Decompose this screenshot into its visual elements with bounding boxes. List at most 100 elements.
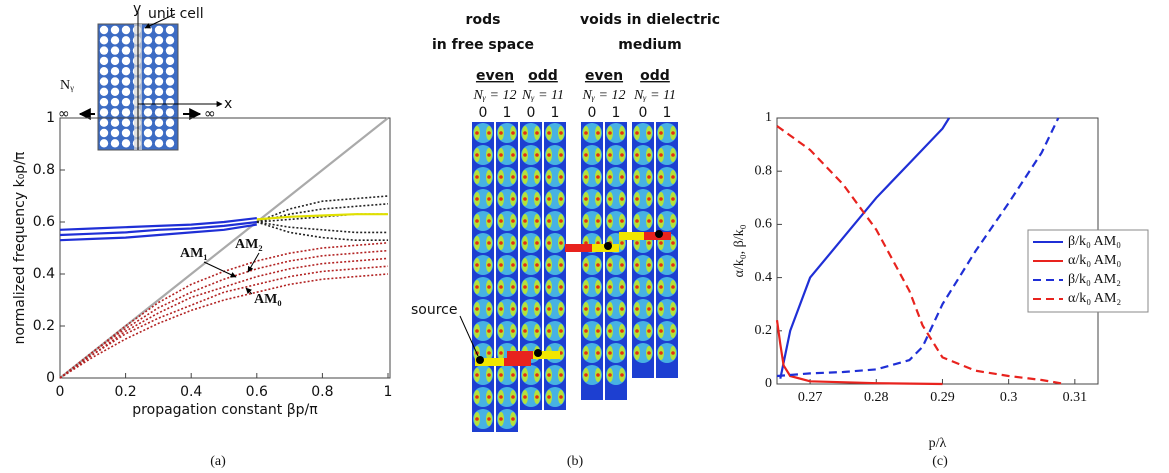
x-tick-label: 0.2 [114,384,136,400]
field-hot [487,285,491,289]
y-tick-label: 0.4 [755,270,773,285]
field-hot [584,241,588,245]
field-hot [547,285,551,289]
field-hot [511,329,515,333]
field-hot [671,197,675,201]
field-hot [523,131,527,135]
field-hot [559,329,563,333]
inset-hole [165,87,175,97]
y-tick-label: 0 [46,370,55,386]
mode-index: 0 [527,105,536,121]
inset-hole [165,25,175,35]
inset-hole [99,56,109,66]
field-hot [511,373,515,377]
field-hot [511,395,515,399]
parity-label: odd [528,68,558,84]
group-title: medium [618,37,681,53]
series-line [59,242,389,379]
inset-hole [143,97,153,107]
field-hot [671,153,675,157]
curve-label-arrow [247,252,260,273]
field-hot [608,351,612,355]
inset-hole [154,87,164,97]
field-hot [635,263,639,267]
source-dot [655,230,663,238]
field-hot [620,351,624,355]
field-hot [596,329,600,333]
inset-hole [165,108,175,117]
field-hot [511,197,515,201]
inset-unit-cell: unit cell [148,6,204,22]
field-hot [620,329,624,333]
inset-hole [121,36,131,45]
field-hot [584,175,588,179]
field-hot [499,197,503,201]
curve-label-arrow [203,261,237,278]
field-hot [584,153,588,157]
inset-hole [121,128,131,138]
field-hot [487,307,491,311]
inset-hole [110,46,120,55]
field-hot [620,241,624,245]
inset-hole [110,139,120,148]
count-label: Nᵧ = 11 [521,88,564,103]
series-line [59,117,389,379]
inset-count: Nᵧ [60,78,74,93]
x-tick-label: 1 [384,384,393,400]
field-hot [499,395,503,399]
field-hot [523,373,527,377]
inset-hole [121,77,131,86]
field-hot [596,307,600,311]
field-hot [659,219,663,223]
field-hot [499,373,503,377]
field-hot [535,197,539,201]
series-line [776,117,1060,378]
inset-hole [154,118,164,127]
field-hot [647,175,651,179]
group-title: in free space [432,37,534,53]
inset-hole [143,77,153,86]
field-hot [647,351,651,355]
field-hot [499,351,503,355]
source-bar [507,351,534,359]
inset-hole [110,128,120,138]
parity-label: even [476,68,514,84]
y-tick-label: 0 [765,376,772,391]
field-hot [635,197,639,201]
field-hot [535,395,539,399]
y-tick-label: 1 [46,110,55,126]
field-hot [559,373,563,377]
field-hot [659,131,663,135]
source-dot [604,242,612,250]
field-hot [659,329,663,333]
field-hot [659,197,663,201]
field-hot [671,241,675,245]
source-bar [565,244,593,252]
field-hot [475,329,479,333]
caption: (b) [567,454,584,469]
field-hot [635,329,639,333]
field-hot [608,153,612,157]
field-hot [671,285,675,289]
field-hot [659,241,663,245]
field-hot [608,175,612,179]
mode-index: 0 [588,105,597,121]
inset-hole [154,25,164,35]
inset-hole [110,25,120,35]
x-tick-label: 0.27 [798,390,823,405]
field-hot [559,307,563,311]
y-axis-label: α/k₀, β/k₀ [732,224,747,277]
field-hot [499,417,503,421]
field-hot [584,329,588,333]
field-hot [535,219,539,223]
field-hot [487,131,491,135]
field-hot [671,329,675,333]
curve-label: AM₁ [180,246,208,261]
field-hot [475,417,479,421]
field-hot [535,263,539,267]
series-line [59,257,389,379]
mode-index: 1 [551,105,560,121]
y-tick-label: 0.6 [33,214,55,230]
mode-index: 1 [503,105,512,121]
